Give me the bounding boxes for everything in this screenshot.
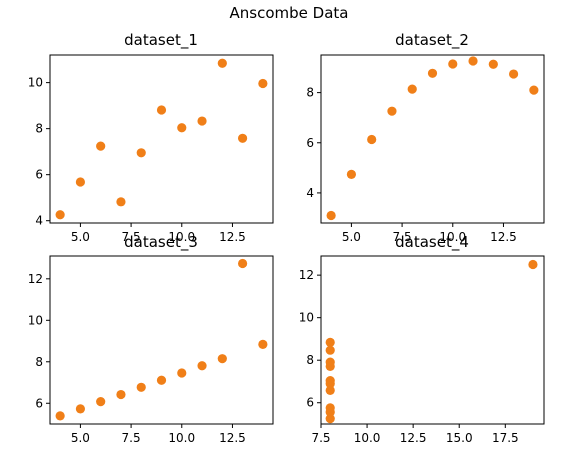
x-tick-label: 12.5 bbox=[490, 230, 517, 244]
data-point bbox=[488, 59, 498, 69]
data-point bbox=[468, 56, 478, 66]
data-point bbox=[326, 210, 336, 221]
y-tick-label: 10 bbox=[299, 311, 314, 325]
data-point bbox=[197, 116, 207, 126]
subplot-dataset-3: dataset_3 5.0 7.5 10.0 12.5 6 8 10 12 bbox=[28, 233, 274, 445]
data-point bbox=[325, 345, 335, 355]
subplot-title-3: dataset_3 bbox=[124, 233, 198, 252]
data-point bbox=[177, 368, 187, 378]
data-point bbox=[177, 123, 187, 133]
subplot-title-4: dataset_4 bbox=[395, 233, 469, 252]
data-point bbox=[448, 59, 458, 69]
x-tick-label: 7.5 bbox=[122, 230, 141, 244]
y-tick-label: 4 bbox=[306, 186, 314, 200]
subplot-axes-1: 5.0 7.5 10.0 12.5 4 6 8 10 bbox=[28, 54, 274, 244]
data-point bbox=[387, 106, 397, 116]
x-tick-label: 7.5 bbox=[122, 431, 141, 445]
subplot-dataset-2: dataset_2 5.0 7.5 10.0 12.5 4 6 8 bbox=[306, 31, 545, 244]
x-tick-label: 17.5 bbox=[492, 431, 519, 445]
data-point bbox=[367, 134, 377, 145]
data-point bbox=[75, 404, 86, 414]
y-tick-label: 8 bbox=[306, 86, 314, 100]
subplot-dataset-1: dataset_1 5.0 7.5 10.0 12.5 4 6 8 10 bbox=[28, 31, 274, 244]
y-tick-label: 4 bbox=[35, 214, 43, 228]
x-tick-label: 5.0 bbox=[71, 230, 90, 244]
plot-frame-1 bbox=[49, 54, 274, 224]
data-point bbox=[217, 58, 227, 68]
y-tick-label: 6 bbox=[35, 168, 43, 182]
plot-frame-2 bbox=[320, 54, 545, 224]
subplot-axes-4: 7.5 10.0 12.5 15.0 17.5 6 8 10 12 bbox=[299, 255, 545, 445]
data-point bbox=[325, 407, 335, 417]
data-point bbox=[237, 133, 248, 143]
data-point bbox=[156, 105, 167, 115]
x-tick-label: 5.0 bbox=[71, 431, 90, 445]
x-tick-label: 12.5 bbox=[400, 431, 427, 445]
plot-frame-3 bbox=[49, 255, 274, 425]
x-tick-label: 10.0 bbox=[354, 431, 381, 445]
y-tick-label: 6 bbox=[306, 396, 314, 410]
data-point bbox=[136, 382, 146, 392]
x-tick-label: 10.0 bbox=[168, 431, 195, 445]
data-point bbox=[55, 210, 65, 220]
data-point bbox=[258, 339, 268, 349]
data-point bbox=[116, 389, 126, 400]
y-tick-label: 8 bbox=[306, 353, 314, 367]
x-tick-label: 7.5 bbox=[311, 431, 330, 445]
x-tick-label: 15.0 bbox=[446, 431, 473, 445]
y-tick-label: 10 bbox=[28, 76, 43, 90]
data-point bbox=[96, 141, 106, 151]
x-tick-label: 12.5 bbox=[219, 431, 246, 445]
x-tick-label: 10.0 bbox=[439, 230, 466, 244]
data-point bbox=[136, 148, 146, 158]
data-point bbox=[237, 258, 248, 269]
subplot-title-2: dataset_2 bbox=[395, 31, 469, 50]
subplot-title-1: dataset_1 bbox=[124, 31, 198, 50]
y-tick-label: 8 bbox=[35, 122, 43, 136]
y-tick-label: 6 bbox=[35, 396, 43, 410]
data-point bbox=[325, 379, 335, 389]
x-tick-label: 12.5 bbox=[219, 230, 246, 244]
subplot-dataset-4: dataset_4 7.5 10.0 12.5 15.0 17.5 6 8 10 12 bbox=[299, 233, 545, 445]
data-point bbox=[156, 375, 167, 385]
data-point bbox=[407, 84, 417, 94]
x-tick-label: 5.0 bbox=[342, 230, 361, 244]
x-tick-label: 7.5 bbox=[393, 230, 412, 244]
data-point bbox=[55, 411, 65, 421]
data-point bbox=[258, 78, 268, 89]
y-tick-label: 12 bbox=[28, 272, 43, 286]
data-point bbox=[528, 259, 538, 270]
subplot-axes-2: 5.0 7.5 10.0 12.5 4 6 8 bbox=[306, 54, 545, 244]
data-point bbox=[325, 357, 335, 367]
y-tick-label: 10 bbox=[28, 313, 43, 327]
data-point bbox=[427, 68, 438, 78]
y-tick-label: 6 bbox=[306, 136, 314, 150]
x-tick-label: 10.0 bbox=[168, 230, 195, 244]
data-point bbox=[529, 85, 539, 95]
data-point bbox=[75, 177, 86, 187]
data-point bbox=[197, 361, 207, 371]
subplot-axes-3: 5.0 7.5 10.0 12.5 6 8 10 12 bbox=[28, 255, 274, 445]
figure-title: Anscombe Data bbox=[230, 4, 349, 22]
data-point bbox=[116, 197, 126, 207]
y-tick-label: 12 bbox=[299, 268, 314, 282]
plot-frame-4 bbox=[320, 255, 545, 425]
data-point bbox=[325, 337, 335, 347]
y-tick-label: 8 bbox=[35, 355, 43, 369]
data-point bbox=[325, 385, 335, 395]
data-point bbox=[508, 69, 519, 79]
data-point bbox=[217, 354, 227, 364]
data-point bbox=[325, 414, 335, 424]
data-point bbox=[96, 397, 106, 407]
data-point bbox=[346, 169, 357, 179]
